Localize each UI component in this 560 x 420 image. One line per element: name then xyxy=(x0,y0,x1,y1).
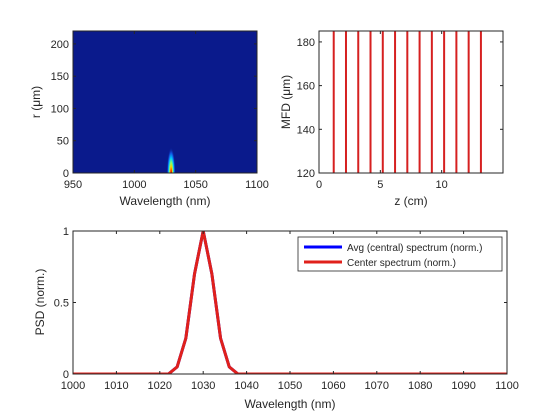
spectrum-ylabel: PSD (norm.) xyxy=(33,269,47,336)
legend-entry-center: Center spectrum (norm.) xyxy=(347,258,456,269)
mfd-ytick-label: 120 xyxy=(297,168,315,180)
heatmap-background xyxy=(73,31,257,173)
spectrum-ticks: 1000 1010 1020 1030 1040 1050 1060 1070 1080 1090… xyxy=(54,226,519,392)
spectrum-xlabel: Wavelength (nm) xyxy=(245,397,336,411)
mfd-xtick-label: 5 xyxy=(377,179,383,191)
spectrum-xtick-label: 1030 xyxy=(191,380,215,392)
heatmap-ytick-label: 100 xyxy=(51,103,69,115)
spectrum-ytick-label: 0 xyxy=(63,369,69,381)
heatmap-ytick-label: 50 xyxy=(57,136,69,148)
spectrum-xtick-label: 1100 xyxy=(495,380,519,392)
mfd-stripes xyxy=(332,31,482,173)
spectrum-xtick-label: 1050 xyxy=(278,380,302,392)
heatmap-xtick-label: 1100 xyxy=(245,179,269,191)
heatmap-xlabel: Wavelength (nm) xyxy=(120,194,211,208)
legend-box xyxy=(297,236,503,272)
spectrum-ytick-label: 0.5 xyxy=(54,298,69,310)
spectrum-xtick-label: 1020 xyxy=(148,380,172,392)
heatmap-xtick-label: 1050 xyxy=(183,179,207,191)
spectrum-xtick-label: 1090 xyxy=(451,380,475,392)
heatmap-peak xyxy=(166,147,176,173)
spectrum-xtick-label: 1000 xyxy=(61,380,85,392)
mfd-panel: 0 5 10 120 140 160 180 z (cm) MFD (μm) xyxy=(279,30,504,208)
mfd-ylabel: MFD (μm) xyxy=(279,75,293,129)
series-center-line xyxy=(73,231,507,374)
spectrum-panel: 1000 1010 1020 1030 1040 1050 1060 1070 1080 1090… xyxy=(33,226,519,411)
legend-entry-avg: Avg (central) spectrum (norm.) xyxy=(347,243,482,254)
heatmap-xtick-label: 1000 xyxy=(122,179,146,191)
mfd-axes-box xyxy=(318,30,504,174)
spectrum-ytick-label: 1 xyxy=(63,226,69,238)
legend: Avg (central) spectrum (norm.) Center sp… xyxy=(297,236,503,272)
spectrum-xtick-label: 1040 xyxy=(234,380,258,392)
spectrum-xtick-label: 1010 xyxy=(104,380,128,392)
mfd-xtick-label: 10 xyxy=(436,179,448,191)
mfd-axes-background xyxy=(319,31,503,173)
heatmap-ytick-label: 0 xyxy=(63,168,69,180)
spectrum-xtick-label: 1080 xyxy=(408,380,432,392)
mfd-ticks: 0 5 10 120 140 160 180 xyxy=(297,31,503,191)
mfd-xtick-label: 0 xyxy=(316,179,322,191)
spectrum-xtick-label: 1070 xyxy=(365,380,389,392)
heatmap-ytick-label: 200 xyxy=(51,39,69,51)
mfd-ytick-label: 180 xyxy=(297,37,315,49)
heatmap-ylabel: r (μm) xyxy=(29,86,43,118)
heatmap-ytick-label: 150 xyxy=(51,71,69,83)
mfd-ytick-label: 160 xyxy=(297,81,315,93)
spectrum-xtick-label: 1060 xyxy=(321,380,345,392)
heatmap-xtick-label: 950 xyxy=(64,179,82,191)
heatmap-ticks: 950 1000 1050 1100 0 50 100 150 200 xyxy=(51,31,269,191)
heatmap-panel: 950 1000 1050 1100 0 50 100 150 200 Wavelength (… xyxy=(29,30,269,208)
mfd-xlabel: z (cm) xyxy=(394,194,427,208)
heatmap-axes-box xyxy=(72,30,258,174)
mfd-ytick-label: 140 xyxy=(297,124,315,136)
